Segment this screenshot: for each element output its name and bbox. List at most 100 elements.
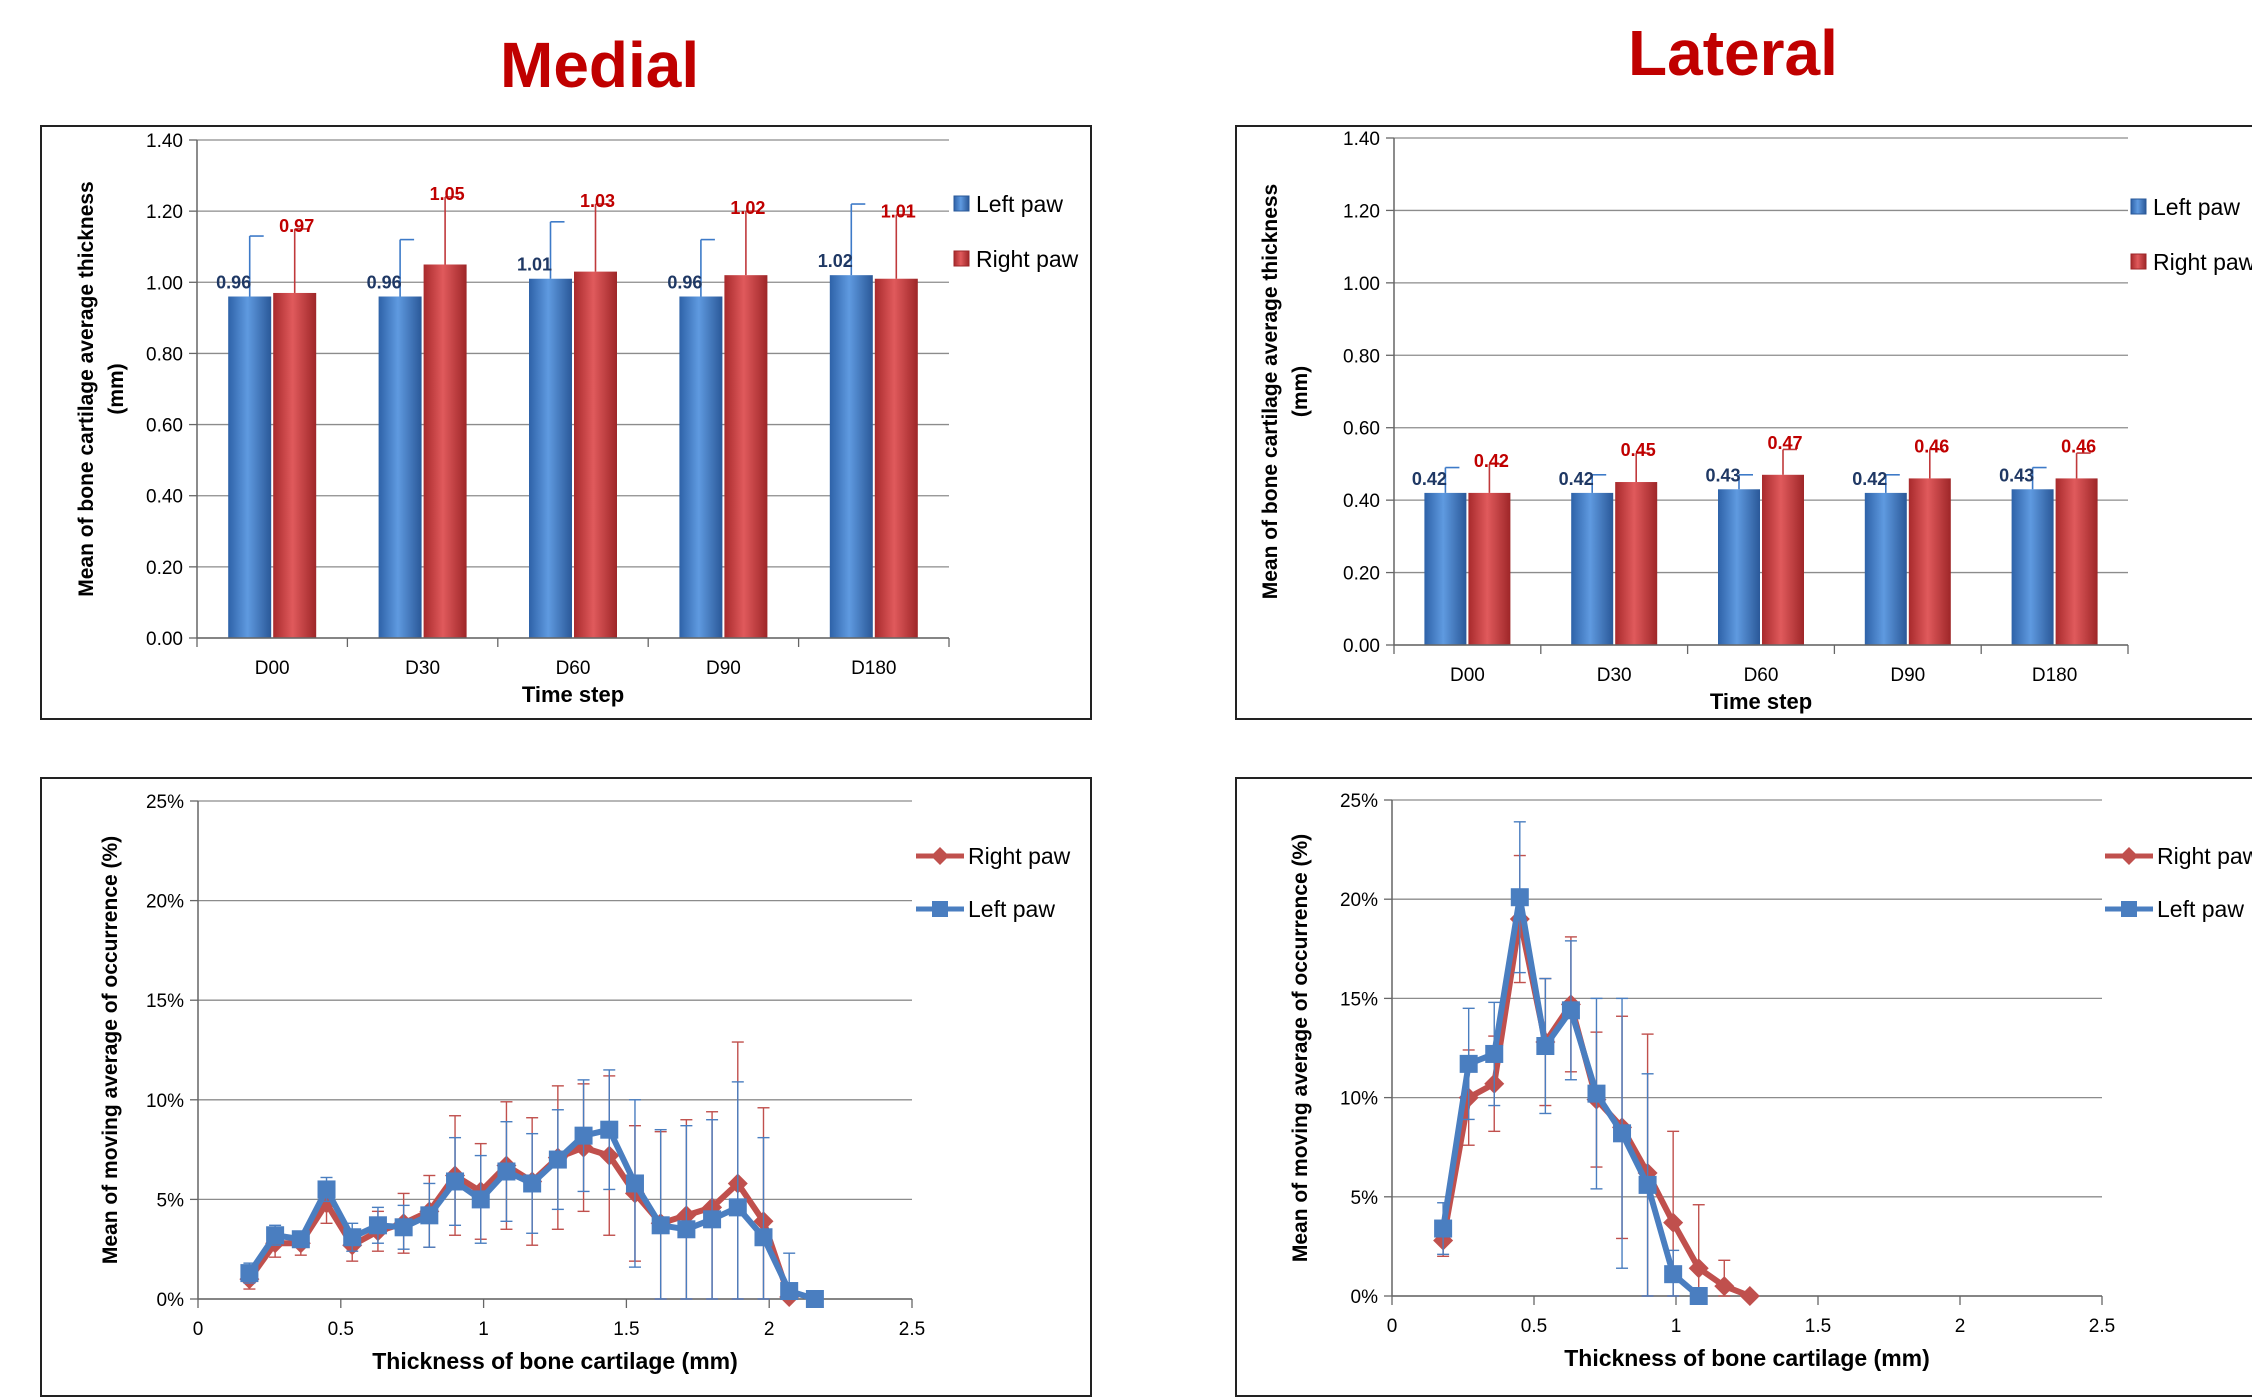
x-tick-label: D30 [405,658,440,679]
y-tick-label: 1.20 [1343,201,1380,222]
right-paw-bar [724,275,768,638]
y-tick-label: 1.40 [1343,129,1380,150]
y-axis-title: Mean of bone cartilage average thickness [75,181,98,597]
legend-right-paw-swatch [953,250,970,267]
x-tick-label: D60 [1744,665,1779,686]
lateral-title: Lateral [1628,17,1838,89]
data-label: 0.47 [1767,433,1802,453]
medial-bar-chart-panel: 0.00 0.20 0.40 0.60 0.80 1.00 1.20 1.40 D00 D30 D6… [40,125,1092,720]
x-tick-label: 1 [478,1319,489,1340]
x-axis-title: Time step [522,682,624,707]
y-tick-label: 0.20 [146,558,183,579]
left-paw-bar [1864,492,1907,645]
left-paw-point [446,1172,465,1191]
left-paw-point [703,1210,722,1229]
left-paw-point [651,1216,670,1235]
right-paw-bar [574,271,617,638]
y-tick-label: 25% [1340,791,1378,812]
legend-left-paw-marker [2121,901,2137,917]
legend-right-paw-label: Right paw [968,843,1071,869]
y-tick-label: 5% [157,1190,185,1211]
left-paw-point [1587,1084,1606,1103]
x-axis-title: Thickness of bone cartilage (mm) [1564,1345,1930,1371]
data-label: 0.42 [1559,469,1594,489]
legend-left-paw-label: Left paw [968,896,1055,922]
y-tick-label: 15% [146,991,184,1012]
legend-left-paw-marker [932,901,948,917]
legend-right-paw-swatch [2130,253,2147,270]
right-paw-bar [874,278,918,638]
data-label: 1.02 [818,251,853,271]
left-paw-point [1485,1044,1504,1063]
left-paw-point [266,1226,285,1245]
left-paw-point [780,1282,799,1301]
x-axis-title: Time step [1710,689,1812,714]
y-tick-label: 1.20 [146,202,183,223]
right-paw-point [1714,1276,1735,1297]
x-tick-label: 2 [764,1319,775,1340]
y-axis-title: Mean of moving average of occurrence (%) [99,836,122,1264]
left-paw-point [1561,1001,1580,1020]
data-label: 1.01 [881,202,916,222]
right-paw-point [1663,1212,1684,1233]
data-label: 1.03 [580,191,615,211]
left-paw-point [548,1150,567,1169]
data-label: 1.02 [730,198,765,218]
lateral-line-chart: 0% 5% 10% 15% 20% 25% 0 0.5 1 1.5 2 2.5 Thickness of… [1289,791,2252,1371]
left-paw-bar [679,296,723,638]
legend-right-paw-label: Right paw [2153,249,2252,275]
left-paw-point [1459,1054,1478,1073]
data-label: 0.46 [1914,436,1949,456]
left-paw-bar [228,296,272,638]
left-paw-point [625,1174,644,1193]
y-tick-label: 1.40 [146,131,183,152]
data-label: 0.42 [1412,469,1447,489]
y-tick-label: 15% [1340,989,1378,1010]
left-paw-point [343,1228,362,1247]
y-tick-label: 20% [1340,890,1378,911]
medial-bar-chart: 0.00 0.20 0.40 0.60 0.80 1.00 1.20 1.40 D00 D30 D6… [75,131,1079,707]
y-tick-label: 10% [1340,1089,1378,1110]
y-tick-label: 0% [1351,1287,1379,1308]
left-paw-point [805,1290,824,1308]
x-tick-label: 0.5 [328,1319,354,1340]
data-label: 0.45 [1621,440,1656,460]
y-tick-label: 1.00 [146,273,183,294]
right-paw-bar [273,292,317,638]
left-paw-point [1613,1124,1632,1143]
right-paw-point [1688,1258,1709,1279]
legend-right-paw-label: Right paw [2157,843,2252,869]
x-tick-label: D180 [851,658,896,679]
left-paw-point [394,1218,413,1237]
legend-right-paw-marker [931,847,949,865]
x-tick-label: D00 [1450,665,1485,686]
y-tick-label: 1.00 [1343,274,1380,295]
y-tick-label: 0.40 [1343,491,1380,512]
left-paw-point [754,1228,773,1247]
left-paw-point [420,1206,439,1225]
y-tick-label: 0.80 [1343,346,1380,367]
x-tick-label: D90 [1890,665,1925,686]
data-label: 1.01 [517,255,552,275]
left-paw-point [728,1198,747,1217]
left-paw-point [471,1190,490,1209]
right-paw-bar [423,264,467,638]
legend-left-paw-label: Left paw [976,191,1063,217]
x-tick-label: 1 [1671,1316,1682,1337]
y-tick-label: 0.60 [1343,419,1380,440]
y-axis-title: Mean of bone cartilage average thickness [1259,184,1282,600]
right-paw-bar [1468,492,1511,645]
y-tick-label: 20% [146,892,184,913]
data-label: 0.42 [1474,451,1509,471]
right-paw-bar [2055,478,2098,645]
left-paw-bar [2011,489,2054,645]
legend-left-paw-swatch [2130,198,2147,215]
data-label: 0.97 [279,216,314,236]
right-paw-bar [1762,474,1804,645]
left-paw-bar [1424,492,1467,645]
right-paw-bar [1615,482,1658,645]
left-paw-bar [829,275,873,638]
y-tick-label: 5% [1351,1188,1379,1209]
x-tick-label: 1.5 [1805,1316,1831,1337]
lateral-bar-chart-panel: 0.00 0.20 0.40 0.60 0.80 1.00 1.20 1.40 D00 D30 D6… [1235,125,2252,720]
